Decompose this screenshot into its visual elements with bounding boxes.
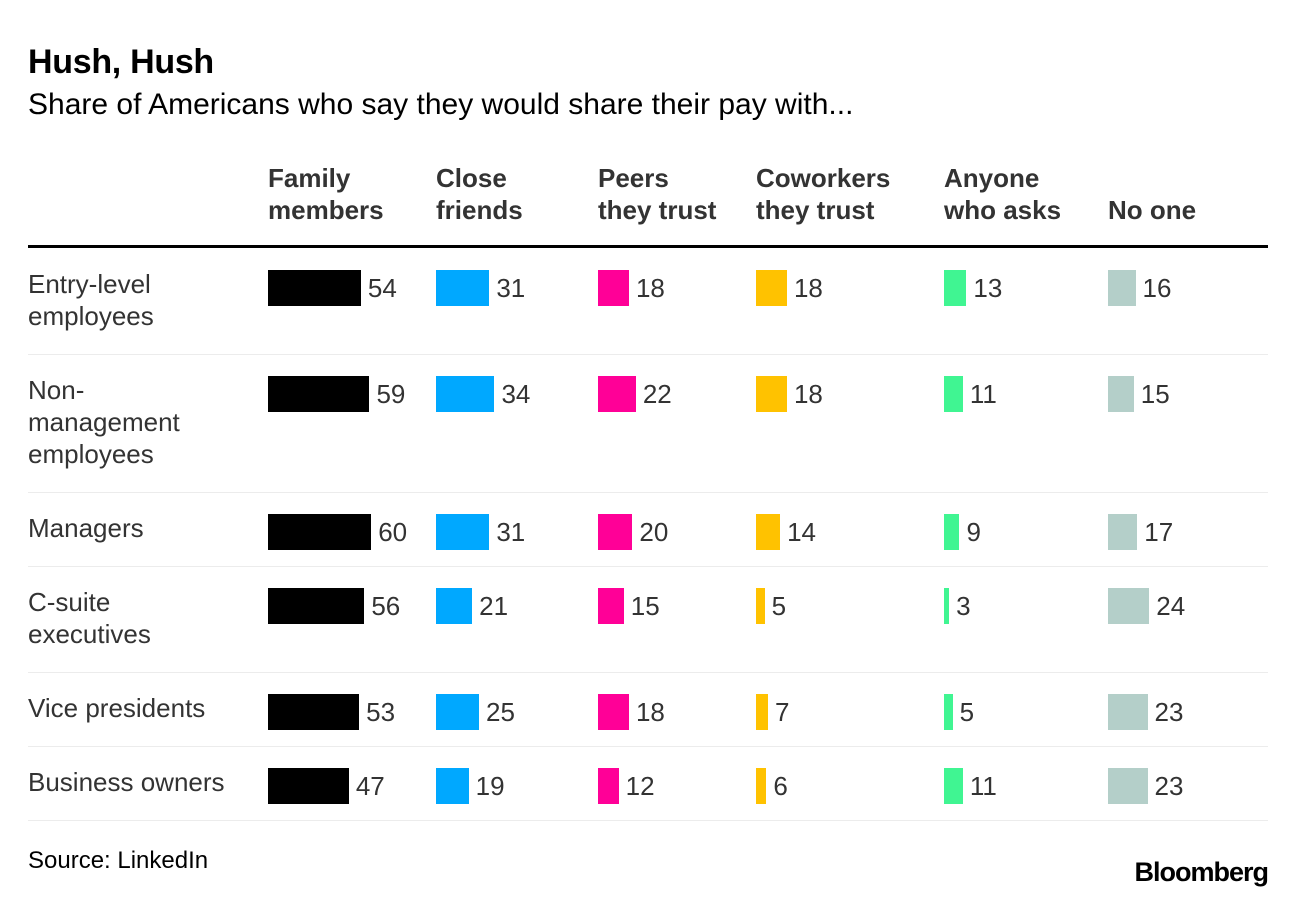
- bar-no-one-managers: [1108, 514, 1138, 550]
- row-divider: [28, 566, 1268, 567]
- bar-family-members-business-owners: [268, 768, 349, 804]
- value-label-no-one-business-owners: 23: [1154, 771, 1184, 801]
- bar-anyone-who-asks-entry-level-employees: [944, 270, 967, 306]
- value-label-anyone-who-asks-business-owners: 11: [969, 771, 997, 801]
- bar-no-one-entry-level-employees: [1108, 270, 1136, 306]
- value-label-anyone-who-asks-vice-presidents: 5: [959, 697, 975, 727]
- bar-anyone-who-asks-c-suite-executives: [944, 588, 950, 624]
- value-label-close-friends-non-management-employees: 34: [501, 379, 531, 409]
- value-label-close-friends-entry-level-employees: 31: [496, 273, 526, 303]
- row-label-entry-level-employees: Entry-level employees: [28, 269, 154, 331]
- value-label-close-friends-vice-presidents: 25: [486, 697, 515, 727]
- bar-family-members-c-suite-executives: [268, 588, 365, 624]
- bar-close-friends-managers: [436, 514, 490, 550]
- value-label-anyone-who-asks-entry-level-employees: 13: [973, 273, 1003, 303]
- value-label-coworkers-they-trust-managers: 14: [787, 517, 816, 547]
- chart-title: Hush, Hush: [28, 43, 214, 81]
- bar-no-one-c-suite-executives: [1108, 588, 1150, 624]
- value-label-coworkers-they-trust-non-management-employees: 18: [793, 379, 823, 409]
- value-label-no-one-vice-presidents: 23: [1154, 697, 1184, 727]
- column-header-family-members: Family members: [268, 163, 384, 225]
- value-label-peers-they-trust-business-owners: 12: [625, 771, 655, 801]
- bar-coworkers-they-trust-entry-level-employees: [756, 270, 787, 306]
- value-label-family-members-non-management-employees: 59: [376, 379, 406, 409]
- bar-family-members-non-management-employees: [268, 376, 370, 412]
- bar-anyone-who-asks-vice-presidents: [944, 694, 953, 730]
- value-label-family-members-business-owners: 47: [355, 771, 385, 801]
- header-divider: [28, 245, 1268, 248]
- chart-subtitle: Share of Americans who say they would sh…: [28, 88, 854, 121]
- bar-family-members-managers: [268, 514, 372, 550]
- bar-coworkers-they-trust-non-management-employees: [756, 376, 787, 412]
- value-label-family-members-entry-level-employees: 54: [367, 273, 397, 303]
- value-label-coworkers-they-trust-vice-presidents: 7: [775, 697, 790, 727]
- bar-peers-they-trust-entry-level-employees: [598, 270, 629, 306]
- bar-anyone-who-asks-managers: [944, 514, 960, 550]
- row-divider: [28, 492, 1268, 493]
- bar-close-friends-business-owners: [436, 768, 469, 804]
- bar-peers-they-trust-vice-presidents: [598, 694, 629, 730]
- value-label-close-friends-business-owners: 19: [475, 771, 505, 801]
- value-label-coworkers-they-trust-entry-level-employees: 18: [793, 273, 823, 303]
- row-divider: [28, 672, 1268, 673]
- value-label-peers-they-trust-vice-presidents: 18: [635, 697, 665, 727]
- bloomberg-logo: Bloomberg: [1134, 857, 1269, 887]
- column-header-coworkers-they-trust: Coworkers they trust: [756, 163, 891, 225]
- row-label-vice-presidents: Vice presidents: [28, 693, 206, 723]
- value-label-family-members-vice-presidents: 53: [366, 697, 396, 727]
- value-label-coworkers-they-trust-c-suite-executives: 5: [771, 591, 787, 621]
- bar-coworkers-they-trust-business-owners: [756, 768, 767, 804]
- column-header-close-friends: Close friends: [436, 163, 523, 225]
- column-header-anyone-who-asks: Anyone who asks: [944, 163, 1062, 225]
- column-header-no-one: No one: [1108, 195, 1197, 225]
- row-label-non-management-employees: Non- management employees: [28, 375, 180, 469]
- value-label-anyone-who-asks-c-suite-executives: 3: [956, 591, 971, 621]
- bar-peers-they-trust-non-management-employees: [598, 376, 636, 412]
- value-label-anyone-who-asks-non-management-employees: 11: [969, 379, 997, 409]
- bar-close-friends-vice-presidents: [436, 694, 479, 730]
- row-label-business-owners: Business owners: [28, 767, 225, 797]
- bar-no-one-vice-presidents: [1108, 694, 1148, 730]
- bar-close-friends-entry-level-employees: [436, 270, 490, 306]
- bar-family-members-vice-presidents: [268, 694, 360, 730]
- bar-close-friends-non-management-employees: [436, 376, 495, 412]
- source-note: Source: LinkedIn: [28, 847, 209, 874]
- bar-family-members-entry-level-employees: [268, 270, 361, 306]
- bar-coworkers-they-trust-c-suite-executives: [756, 588, 765, 624]
- value-label-peers-they-trust-entry-level-employees: 18: [635, 273, 665, 303]
- value-label-peers-they-trust-c-suite-executives: 15: [630, 591, 660, 621]
- column-header-peers-they-trust: Peers they trust: [598, 163, 717, 225]
- bar-coworkers-they-trust-vice-presidents: [756, 694, 769, 730]
- value-label-no-one-entry-level-employees: 16: [1142, 273, 1172, 303]
- bar-peers-they-trust-business-owners: [598, 768, 619, 804]
- bar-anyone-who-asks-non-management-employees: [944, 376, 963, 412]
- bar-peers-they-trust-managers: [598, 514, 633, 550]
- bar-coworkers-they-trust-managers: [756, 514, 781, 550]
- bar-peers-they-trust-c-suite-executives: [598, 588, 624, 624]
- value-label-no-one-managers: 17: [1144, 517, 1174, 547]
- value-label-family-members-managers: 60: [378, 517, 408, 547]
- row-label-c-suite-executives: C-suite executives: [28, 587, 151, 649]
- value-label-family-members-c-suite-executives: 56: [371, 591, 401, 621]
- bar-close-friends-c-suite-executives: [436, 588, 473, 624]
- row-divider: [28, 746, 1268, 747]
- bar-no-one-non-management-employees: [1108, 376, 1134, 412]
- value-label-anyone-who-asks-managers: 9: [966, 517, 981, 547]
- row-divider: [28, 820, 1268, 821]
- value-label-close-friends-c-suite-executives: 21: [479, 591, 509, 621]
- value-label-no-one-non-management-employees: 15: [1140, 379, 1170, 409]
- row-label-managers: Managers: [28, 513, 144, 543]
- value-label-peers-they-trust-managers: 20: [639, 517, 669, 547]
- value-label-peers-they-trust-non-management-employees: 22: [642, 379, 672, 409]
- bar-no-one-business-owners: [1108, 768, 1148, 804]
- bar-anyone-who-asks-business-owners: [944, 768, 963, 804]
- value-label-coworkers-they-trust-business-owners: 6: [773, 771, 788, 801]
- row-divider: [28, 354, 1268, 355]
- value-label-no-one-c-suite-executives: 24: [1156, 591, 1186, 621]
- value-label-close-friends-managers: 31: [496, 517, 526, 547]
